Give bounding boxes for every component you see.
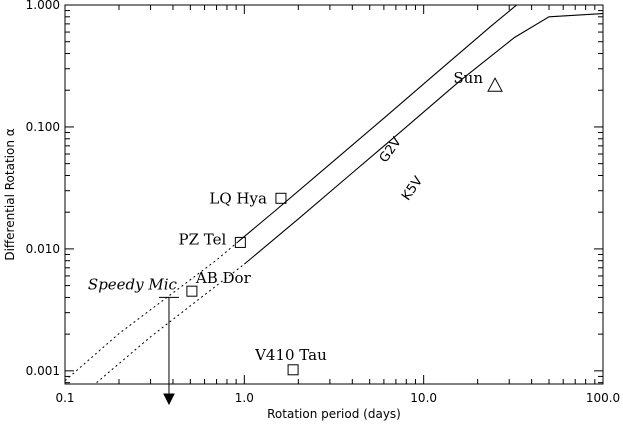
y-axis-label: Differential Rotation α	[3, 128, 17, 260]
point-lq-hya-square	[275, 192, 287, 204]
curve-g2v-dotted	[65, 241, 239, 382]
curve-k5v-solid	[243, 13, 603, 265]
y-tick-label: 1.000	[26, 0, 60, 12]
curve-g2v-solid	[237, 5, 517, 243]
label-lq-hya: LQ Hya	[209, 189, 267, 207]
curve-k5v-dotted	[96, 263, 245, 384]
y-tick-label: 0.100	[26, 120, 60, 134]
label-ab-dor: AB Dor	[195, 269, 252, 287]
label-v410-tau: V410 Tau	[254, 346, 327, 364]
curve-label-g2v: G2V	[377, 135, 405, 166]
x-tick-label: 0.1	[55, 391, 74, 405]
point-ab-dor-square	[186, 285, 198, 297]
point-pz-tel-square	[234, 236, 246, 248]
x-tick-label: 1.0	[235, 391, 254, 405]
y-tick-label: 0.001	[26, 364, 60, 378]
label-sun: Sun	[453, 69, 483, 87]
x-tick-label: 100.0	[586, 391, 620, 405]
y-tick-label: 0.010	[26, 242, 60, 256]
limit-speedy-mic-arrow	[163, 393, 175, 406]
label-pz-tel: PZ Tel	[179, 230, 227, 248]
plot-frame	[64, 4, 604, 385]
curve-label-k5v: K5V	[399, 174, 426, 204]
x-tick-label: 10.0	[410, 391, 437, 405]
point-sun-triangle	[487, 77, 503, 92]
point-v410-tau-square	[287, 364, 299, 376]
label-speedy-mic: Speedy Mic	[88, 275, 178, 293]
x-axis-label: Rotation period (days)	[267, 407, 401, 421]
